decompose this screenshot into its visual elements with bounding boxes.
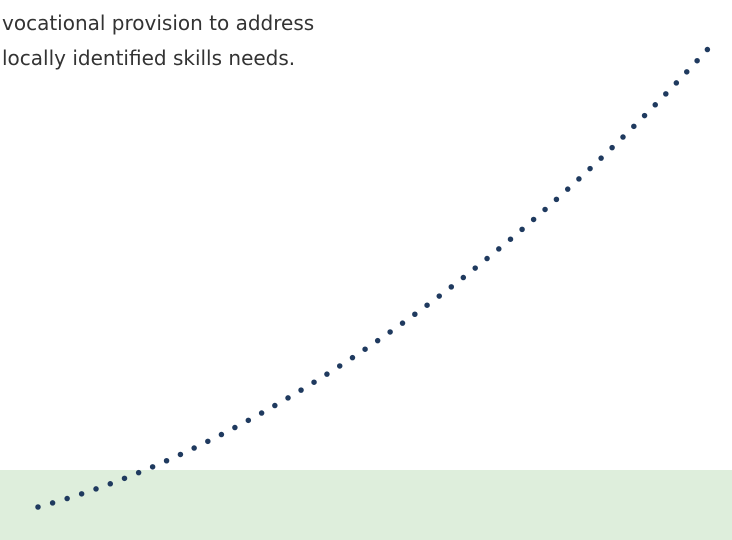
text-line: vocational provision to address: [2, 11, 315, 35]
dotted-curve: [35, 37, 719, 510]
green-band: [0, 470, 732, 540]
paragraph: vocational provision to address locally …: [2, 6, 314, 76]
text-line: locally identified skills needs.: [2, 46, 296, 70]
